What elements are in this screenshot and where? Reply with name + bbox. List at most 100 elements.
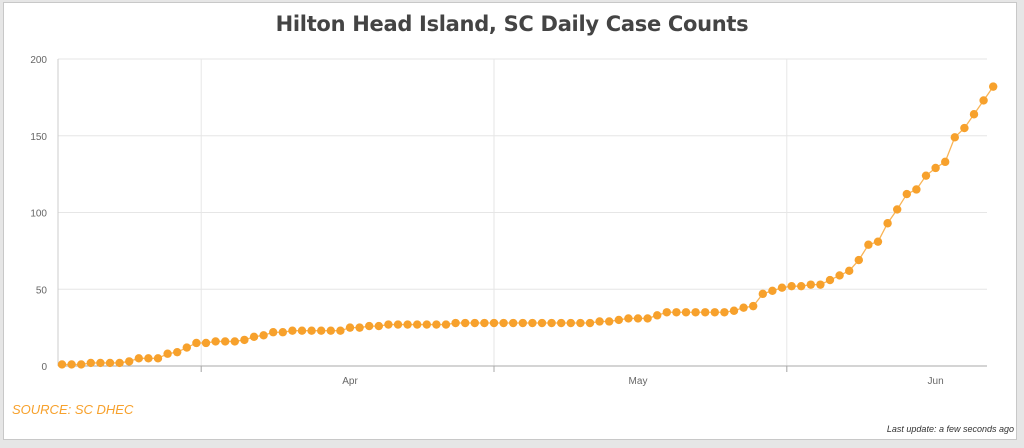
data-point xyxy=(67,360,76,369)
data-point xyxy=(720,308,729,317)
data-point xyxy=(297,326,307,335)
data-point xyxy=(605,317,614,326)
data-point xyxy=(259,331,268,340)
data-point xyxy=(941,157,950,167)
data-point xyxy=(221,337,230,346)
data-point xyxy=(461,318,470,328)
data-point xyxy=(115,358,124,368)
data-point xyxy=(125,357,134,366)
data-point xyxy=(432,320,441,329)
data-point xyxy=(393,320,403,329)
data-point xyxy=(864,240,873,249)
data-point xyxy=(739,303,748,312)
data-point xyxy=(336,326,345,335)
data-point xyxy=(797,281,806,291)
x-tick-label: May xyxy=(629,376,648,387)
data-point xyxy=(701,308,710,317)
data-point xyxy=(518,318,527,328)
data-point xyxy=(912,185,921,194)
data-point xyxy=(643,314,652,323)
data-point xyxy=(384,320,393,329)
data-point xyxy=(873,237,883,246)
data-point xyxy=(758,289,767,299)
data-point xyxy=(422,320,431,329)
data-point xyxy=(144,354,153,363)
data-point xyxy=(57,360,67,369)
data-point xyxy=(326,326,335,335)
data-point xyxy=(921,171,931,180)
y-tick-label: 100 xyxy=(30,209,47,220)
source-note: SOURCE: SC DHEC xyxy=(12,402,134,417)
data-point xyxy=(547,318,556,328)
data-point xyxy=(374,321,383,331)
data-point xyxy=(614,315,623,325)
y-tick-label: 50 xyxy=(36,285,48,296)
data-point xyxy=(845,266,854,276)
data-point xyxy=(768,286,777,295)
x-tick-label: Apr xyxy=(342,376,358,387)
data-point xyxy=(710,308,719,317)
data-point xyxy=(441,320,451,329)
data-point xyxy=(960,123,969,133)
x-tick-label: Jun xyxy=(928,376,944,387)
data-point xyxy=(163,349,172,358)
data-point xyxy=(806,280,815,289)
data-point xyxy=(787,281,796,291)
data-point xyxy=(633,314,643,323)
data-point xyxy=(470,318,479,328)
data-point xyxy=(480,318,489,328)
data-point xyxy=(355,323,364,332)
data-point xyxy=(288,326,297,335)
data-point xyxy=(653,311,662,320)
data-point xyxy=(307,326,316,335)
data-point xyxy=(537,318,547,328)
data-point xyxy=(662,308,671,317)
data-point xyxy=(489,318,499,328)
data-point xyxy=(96,358,105,368)
data-point xyxy=(585,318,595,328)
data-point xyxy=(883,219,892,228)
data-point xyxy=(173,347,182,357)
data-point xyxy=(557,318,566,328)
data-point xyxy=(192,338,201,348)
data-point xyxy=(509,318,518,328)
data-point xyxy=(528,318,537,328)
last-update-note: Last update: a few seconds ago xyxy=(886,424,1014,434)
data-point xyxy=(931,163,940,173)
data-point xyxy=(672,308,681,317)
y-tick-label: 0 xyxy=(41,362,47,373)
data-point xyxy=(499,318,508,328)
data-point xyxy=(691,308,700,317)
data-point xyxy=(624,314,633,323)
data-point xyxy=(134,354,143,363)
y-tick-label: 150 xyxy=(30,132,47,143)
data-point xyxy=(749,301,758,311)
data-point xyxy=(240,335,249,345)
data-point xyxy=(451,318,460,328)
data-point xyxy=(317,326,326,335)
data-point xyxy=(413,320,422,329)
data-point xyxy=(403,320,412,329)
chart-title: Hilton Head Island, SC Daily Case Counts xyxy=(275,12,749,36)
data-point xyxy=(989,82,998,91)
data-point xyxy=(729,306,739,315)
y-tick-label: 200 xyxy=(30,55,47,66)
data-point xyxy=(576,318,585,328)
data-point xyxy=(835,271,844,280)
data-point xyxy=(902,189,911,199)
data-point xyxy=(969,110,979,119)
data-point xyxy=(595,317,604,326)
data-point xyxy=(153,354,163,363)
data-point xyxy=(230,337,239,346)
data-point xyxy=(211,337,220,346)
data-point xyxy=(816,280,825,289)
data-point xyxy=(105,358,115,368)
data-point xyxy=(249,332,259,342)
data-point xyxy=(201,338,211,348)
data-point xyxy=(777,283,787,292)
data-point xyxy=(825,275,835,285)
data-point xyxy=(77,360,86,369)
data-point xyxy=(893,205,902,214)
data-point xyxy=(278,328,287,337)
